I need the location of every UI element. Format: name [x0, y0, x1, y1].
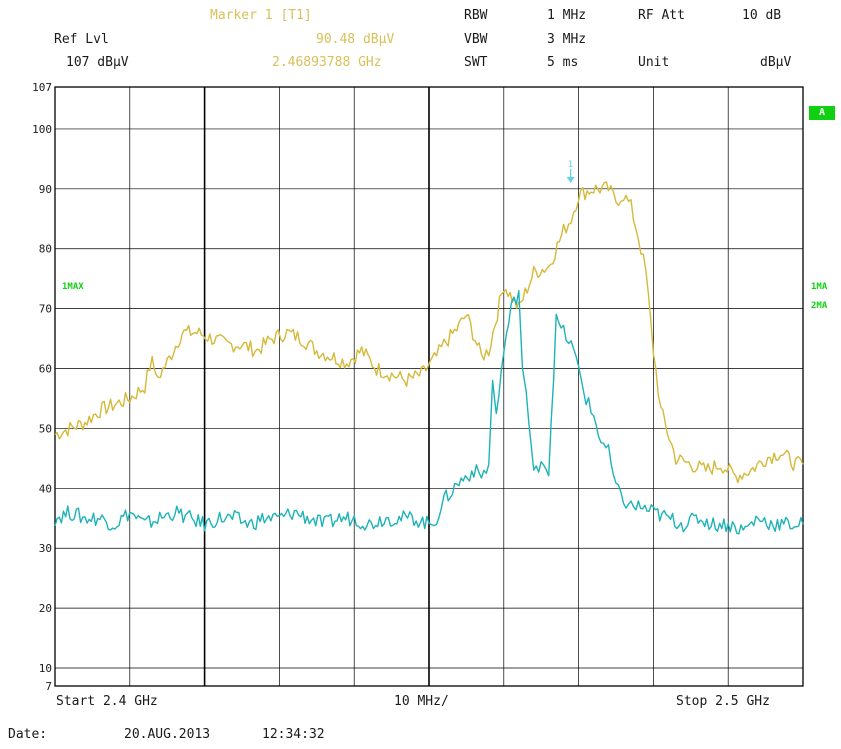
y-tick-label: 50	[39, 422, 52, 435]
marker-frequency: 2.46893788 GHz	[272, 55, 382, 70]
rbw-value: 1 MHz	[547, 8, 587, 23]
start-frequency: Start 2.4 GHz	[56, 694, 158, 709]
frequency-division: 10 MHz/	[394, 694, 449, 709]
ref-level-label: Ref Lvl	[54, 32, 109, 47]
traces	[54, 181, 804, 535]
ref-level-value: 107 dBμV	[66, 55, 129, 70]
marker-arrow	[566, 176, 575, 183]
marker-label: 1	[568, 160, 574, 170]
y-tick-label: 100	[32, 123, 52, 136]
date-value: 20.AUG.2013	[124, 727, 211, 742]
marker-group: 1	[566, 160, 575, 183]
trace-line-2	[54, 290, 804, 535]
marker-level: 90.48 dBμV	[316, 32, 395, 47]
y-tick-label: 40	[39, 482, 52, 495]
y-tick-label: 30	[39, 542, 52, 555]
date-label: Date:	[8, 727, 48, 742]
y-tick-label: 70	[39, 303, 52, 316]
trace-1max-label: 1MAX	[62, 282, 84, 292]
swt-label: SWT	[464, 55, 488, 70]
rf-att-label: RF Att	[638, 8, 685, 23]
y-tick-label: 60	[39, 363, 52, 376]
plot-grid	[54, 86, 804, 687]
y-tick-label: 107	[32, 81, 52, 94]
swt-value: 5 ms	[547, 55, 579, 70]
unit-value: dBμV	[760, 55, 792, 70]
vbw-value: 3 MHz	[547, 32, 587, 47]
y-tick-label: 90	[39, 183, 52, 196]
trace-a-badge: A	[809, 106, 835, 120]
marker-title: Marker 1 [T1]	[210, 8, 312, 23]
y-tick-label: 7	[45, 680, 52, 693]
rf-att-value: 10 dB	[742, 8, 782, 23]
y-tick-label: 10	[39, 662, 52, 675]
rbw-label: RBW	[464, 8, 488, 23]
stop-frequency: Stop 2.5 GHz	[676, 694, 770, 709]
y-tick-label: 20	[39, 602, 52, 615]
y-tick-label: 80	[39, 243, 52, 256]
vbw-label: VBW	[464, 32, 488, 47]
time-value: 12:34:32	[262, 727, 325, 742]
trace-line-1	[54, 181, 804, 484]
trace-2ma-label: 2MA	[811, 301, 828, 311]
trace-1ma-label: 1MA	[811, 282, 828, 292]
unit-label: Unit	[638, 55, 670, 70]
